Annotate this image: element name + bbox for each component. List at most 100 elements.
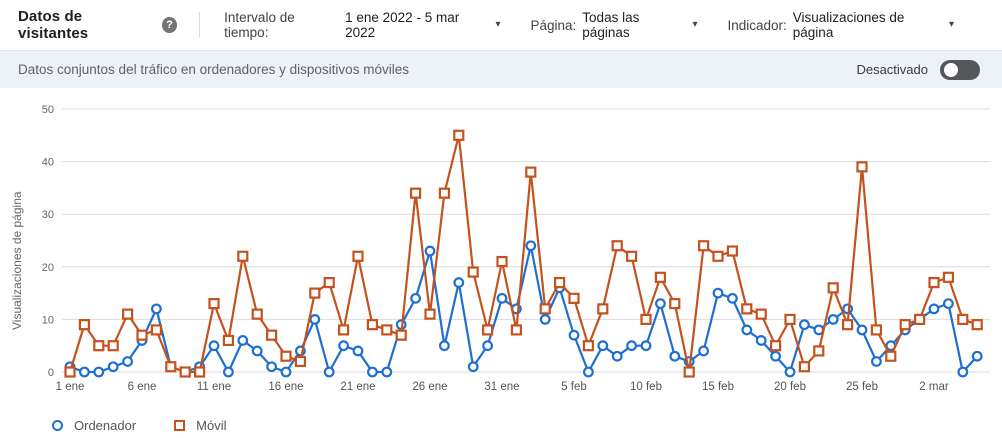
data-point-marker[interactable] bbox=[352, 250, 364, 262]
data-point-marker[interactable] bbox=[697, 240, 710, 252]
data-point-marker[interactable] bbox=[410, 292, 422, 304]
data-point-marker[interactable] bbox=[553, 276, 566, 289]
data-point-marker[interactable] bbox=[899, 319, 911, 331]
data-point-marker[interactable] bbox=[856, 161, 868, 173]
data-point-marker[interactable] bbox=[943, 298, 954, 310]
page-filter-dropdown[interactable]: Página: Todas las páginas ▾ bbox=[531, 10, 698, 40]
help-icon[interactable]: ? bbox=[161, 17, 178, 33]
data-point-marker[interactable] bbox=[799, 319, 810, 331]
data-point-marker[interactable] bbox=[640, 340, 652, 352]
data-point-marker[interactable] bbox=[525, 240, 537, 252]
data-point-marker[interactable] bbox=[453, 129, 465, 141]
indicator-label[interactable]: Indicador: bbox=[727, 17, 787, 33]
data-point-marker[interactable] bbox=[439, 340, 450, 352]
data-point-marker[interactable] bbox=[467, 266, 479, 278]
legend-item-ordenador[interactable]: Ordenador bbox=[52, 418, 136, 433]
data-point-marker[interactable] bbox=[798, 361, 811, 373]
data-point-marker[interactable] bbox=[525, 166, 537, 178]
data-point-marker[interactable] bbox=[93, 340, 105, 352]
data-point-marker[interactable] bbox=[712, 250, 724, 262]
data-point-marker[interactable] bbox=[669, 350, 681, 362]
data-point-marker[interactable] bbox=[266, 329, 278, 341]
data-point-marker[interactable] bbox=[582, 340, 595, 352]
chevron-down-icon[interactable]: ▾ bbox=[692, 19, 698, 30]
data-point-marker[interactable] bbox=[510, 324, 522, 336]
data-point-marker[interactable] bbox=[323, 276, 335, 289]
data-point-marker[interactable] bbox=[827, 282, 839, 294]
data-point-marker[interactable] bbox=[222, 334, 234, 347]
data-point-marker[interactable] bbox=[928, 303, 940, 315]
data-point-marker[interactable] bbox=[841, 319, 854, 331]
data-point-marker[interactable] bbox=[625, 250, 638, 262]
data-point-marker[interactable] bbox=[438, 187, 450, 199]
data-point-marker[interactable] bbox=[208, 298, 220, 310]
data-point-marker[interactable] bbox=[957, 366, 969, 378]
data-point-marker[interactable] bbox=[294, 355, 306, 368]
data-point-marker[interactable] bbox=[755, 308, 767, 320]
data-point-marker[interactable] bbox=[669, 298, 681, 310]
data-point-marker[interactable] bbox=[597, 303, 609, 315]
data-point-marker[interactable] bbox=[496, 292, 508, 304]
data-point-marker[interactable] bbox=[482, 340, 494, 352]
data-point-marker[interactable] bbox=[453, 277, 465, 288]
data-point-marker[interactable] bbox=[309, 313, 321, 325]
data-point-marker[interactable] bbox=[654, 271, 667, 283]
data-point-marker[interactable] bbox=[655, 298, 666, 310]
data-point-marker[interactable] bbox=[266, 361, 278, 373]
indicator-value[interactable]: Visualizaciones de página bbox=[792, 10, 905, 40]
data-point-marker[interactable] bbox=[568, 329, 580, 341]
data-point-marker[interactable] bbox=[237, 250, 249, 262]
data-point-marker[interactable] bbox=[194, 366, 206, 378]
time-range-dropdown[interactable]: Intervalo de tiempo: 1 ene 2022 - 5 mar … bbox=[224, 10, 500, 40]
data-point-marker[interactable] bbox=[727, 292, 738, 304]
data-point-marker[interactable] bbox=[424, 308, 436, 320]
data-point-marker[interactable] bbox=[467, 361, 479, 373]
data-point-marker[interactable] bbox=[813, 345, 825, 357]
data-point-marker[interactable] bbox=[179, 366, 191, 378]
data-point-marker[interactable] bbox=[78, 319, 91, 331]
data-point-marker[interactable] bbox=[165, 361, 177, 373]
data-point-marker[interactable] bbox=[755, 335, 767, 346]
data-point-marker[interactable] bbox=[712, 287, 724, 299]
data-point-marker[interactable] bbox=[769, 340, 782, 352]
time-range-value[interactable]: 1 ene 2022 - 5 mar 2022 bbox=[345, 10, 460, 40]
data-point-marker[interactable] bbox=[741, 303, 753, 315]
data-point-marker[interactable] bbox=[913, 313, 926, 325]
data-point-marker[interactable] bbox=[424, 245, 436, 257]
data-point-marker[interactable] bbox=[150, 303, 162, 315]
chevron-down-icon[interactable]: ▾ bbox=[948, 19, 955, 30]
data-point-marker[interactable] bbox=[957, 313, 969, 325]
indicator-dropdown[interactable]: Indicador: Visualizaciones de página ▾ bbox=[727, 10, 954, 40]
chart-svg[interactable]: 0 10 20 30 40 50 1 ene 6 ene 11 ene 16 ene 21 ene 2… bbox=[0, 92, 1002, 404]
data-point-marker[interactable] bbox=[870, 324, 883, 336]
legend-item-movil[interactable]: Móvil bbox=[174, 418, 227, 433]
data-point-marker[interactable] bbox=[309, 287, 321, 299]
data-point-marker[interactable] bbox=[539, 313, 551, 325]
data-point-marker[interactable] bbox=[611, 240, 623, 252]
data-point-marker[interactable] bbox=[323, 366, 335, 378]
data-point-marker[interactable] bbox=[122, 356, 133, 367]
data-point-marker[interactable] bbox=[222, 366, 234, 378]
data-point-marker[interactable] bbox=[568, 292, 580, 304]
data-point-marker[interactable] bbox=[410, 187, 422, 199]
data-point-marker[interactable] bbox=[784, 366, 796, 378]
time-range-label[interactable]: Intervalo de tiempo: bbox=[224, 10, 295, 40]
data-point-marker[interactable] bbox=[352, 345, 364, 357]
data-point-marker[interactable] bbox=[726, 245, 739, 257]
data-point-marker[interactable] bbox=[770, 350, 781, 362]
data-point-marker[interactable] bbox=[842, 303, 853, 315]
data-point-marker[interactable] bbox=[597, 340, 609, 352]
data-point-marker[interactable] bbox=[280, 366, 292, 378]
chevron-down-icon[interactable]: ▾ bbox=[495, 19, 501, 30]
page-filter-value[interactable]: Todas las páginas bbox=[582, 10, 640, 40]
data-point-marker[interactable] bbox=[583, 366, 594, 378]
data-point-marker[interactable] bbox=[971, 350, 983, 362]
data-point-marker[interactable] bbox=[121, 308, 134, 320]
data-point-marker[interactable] bbox=[208, 340, 220, 352]
data-point-marker[interactable] bbox=[626, 340, 637, 352]
data-point-marker[interactable] bbox=[107, 361, 119, 373]
data-point-marker[interactable] bbox=[280, 350, 292, 362]
data-point-marker[interactable] bbox=[827, 313, 839, 325]
data-point-marker[interactable] bbox=[683, 366, 695, 378]
combined-traffic-toggle[interactable] bbox=[940, 59, 980, 80]
